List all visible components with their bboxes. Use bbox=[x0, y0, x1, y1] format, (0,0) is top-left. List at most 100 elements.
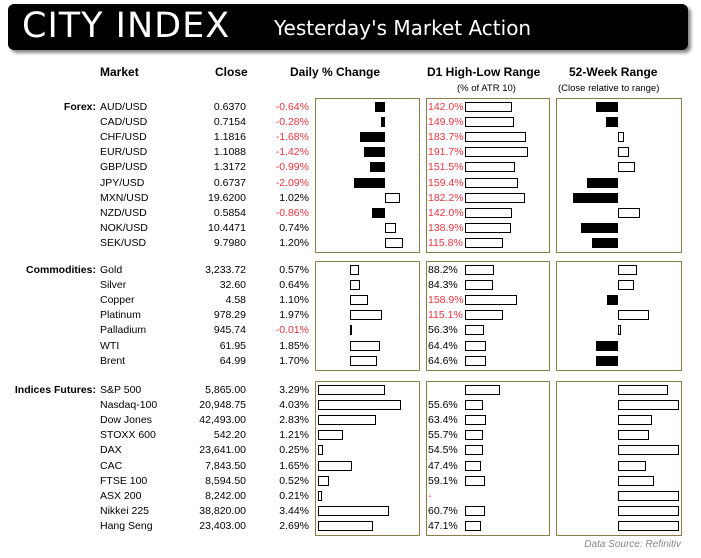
range-panel bbox=[426, 98, 550, 253]
market-name: AUD/USD bbox=[100, 101, 148, 113]
col-close: Close bbox=[215, 65, 248, 79]
daily-bar bbox=[318, 415, 376, 426]
week52-bar bbox=[580, 222, 618, 233]
daily-change: 1.10% bbox=[279, 294, 309, 307]
range-bar bbox=[465, 400, 484, 411]
close-value: 19.6200 bbox=[208, 191, 246, 204]
close-value: 32.60 bbox=[219, 279, 246, 292]
week52-bar bbox=[618, 310, 649, 321]
range-bar bbox=[465, 207, 512, 218]
close-value: 978.29 bbox=[213, 309, 246, 322]
daily-change: 0.25% bbox=[279, 444, 309, 457]
daily-bar bbox=[375, 102, 385, 112]
daily-change: 4.03% bbox=[279, 399, 309, 412]
range-value: 142.0% bbox=[428, 206, 464, 219]
close-value: 5,865.00 bbox=[205, 384, 246, 396]
daily-change: -0.86% bbox=[275, 206, 309, 219]
col-range-sub: (% of ATR 10) bbox=[457, 83, 516, 94]
range-value: 47.4% bbox=[428, 459, 458, 472]
market-name: JPY/USD bbox=[100, 176, 145, 189]
close-value: 1.1088 bbox=[213, 146, 246, 159]
market-name: Nasdaq-100 bbox=[100, 399, 158, 412]
daily-change: 1.85% bbox=[279, 339, 309, 352]
market-name: DAX bbox=[100, 444, 122, 457]
range-bar bbox=[465, 415, 486, 426]
close-value: 38,820.00 bbox=[199, 504, 246, 517]
close-value: 61.95 bbox=[219, 339, 246, 352]
market-name: S&P 500 bbox=[100, 384, 142, 396]
range-value: 59.1% bbox=[428, 474, 458, 487]
range-value: 55.7% bbox=[428, 429, 458, 442]
market-name: Platinum bbox=[100, 309, 141, 322]
range-bar bbox=[465, 340, 487, 351]
close-value: 42,493.00 bbox=[199, 414, 246, 427]
week52-panel bbox=[556, 261, 682, 371]
range-bar bbox=[465, 475, 485, 486]
market-name: STOXX 600 bbox=[100, 429, 156, 442]
daily-bar bbox=[350, 355, 378, 366]
range-bar bbox=[465, 147, 529, 158]
range-value: 63.4% bbox=[428, 414, 458, 427]
week52-bar bbox=[572, 192, 618, 203]
week52-bar bbox=[618, 147, 630, 158]
col-range: D1 High-Low Range bbox=[427, 65, 541, 79]
daily-change: -1.42% bbox=[275, 146, 309, 159]
close-value: 8,242.00 bbox=[205, 489, 246, 502]
daily-bar bbox=[318, 400, 401, 411]
market-name: CHF/USD bbox=[100, 131, 147, 144]
daily-change: -1.68% bbox=[275, 131, 309, 144]
daily-change: 1.65% bbox=[279, 459, 309, 472]
week52-bar bbox=[618, 280, 634, 291]
close-value: 4.58 bbox=[225, 294, 246, 307]
range-bar bbox=[465, 505, 486, 516]
daily-bar bbox=[350, 280, 361, 291]
market-name: EUR/USD bbox=[100, 146, 148, 159]
range-bar bbox=[465, 117, 515, 128]
range-value: - bbox=[428, 489, 432, 502]
daily-bar bbox=[385, 222, 397, 233]
range-bar bbox=[465, 162, 515, 173]
range-value: 142.0% bbox=[428, 101, 464, 113]
daily-bar bbox=[359, 132, 385, 143]
daily-bar bbox=[353, 177, 385, 188]
market-name: NZD/USD bbox=[100, 206, 147, 219]
range-bar bbox=[465, 177, 518, 188]
group-label: Forex: bbox=[63, 101, 96, 113]
daily-bar bbox=[372, 207, 385, 218]
market-name: Brent bbox=[100, 354, 126, 367]
daily-change: 0.57% bbox=[279, 264, 309, 276]
col-market: Market bbox=[100, 65, 139, 79]
range-bar bbox=[465, 520, 481, 531]
market-name: Silver bbox=[100, 279, 127, 292]
range-bar bbox=[465, 280, 493, 291]
close-value: 64.99 bbox=[219, 354, 246, 367]
range-value: 183.7% bbox=[428, 131, 464, 144]
range-panel bbox=[426, 261, 550, 371]
daily-bar bbox=[370, 162, 385, 173]
week52-panel bbox=[556, 98, 682, 253]
daily-panel bbox=[315, 261, 420, 371]
daily-change: -0.64% bbox=[275, 101, 309, 113]
daily-bar bbox=[350, 340, 380, 351]
range-value: 47.1% bbox=[428, 519, 458, 532]
close-value: 1.3172 bbox=[213, 161, 246, 174]
week52-panel bbox=[556, 381, 682, 536]
close-value: 945.74 bbox=[213, 324, 246, 337]
close-value: 0.7154 bbox=[213, 116, 246, 129]
market-name: MXN/USD bbox=[100, 191, 149, 204]
range-bar bbox=[465, 132, 526, 143]
range-bar bbox=[465, 295, 518, 306]
week52-bar bbox=[596, 355, 618, 366]
daily-bar bbox=[318, 475, 329, 486]
close-value: 3,233.72 bbox=[205, 264, 246, 276]
week52-bar bbox=[596, 340, 618, 351]
market-name: Gold bbox=[100, 264, 123, 276]
daily-bar bbox=[318, 430, 343, 441]
week52-bar bbox=[618, 445, 680, 456]
col-daily: Daily % Change bbox=[290, 65, 381, 79]
daily-bar bbox=[385, 192, 401, 203]
daily-change: 0.21% bbox=[279, 489, 309, 502]
range-value: 158.9% bbox=[428, 294, 464, 307]
daily-bar bbox=[318, 385, 386, 395]
week52-bar bbox=[618, 475, 654, 486]
